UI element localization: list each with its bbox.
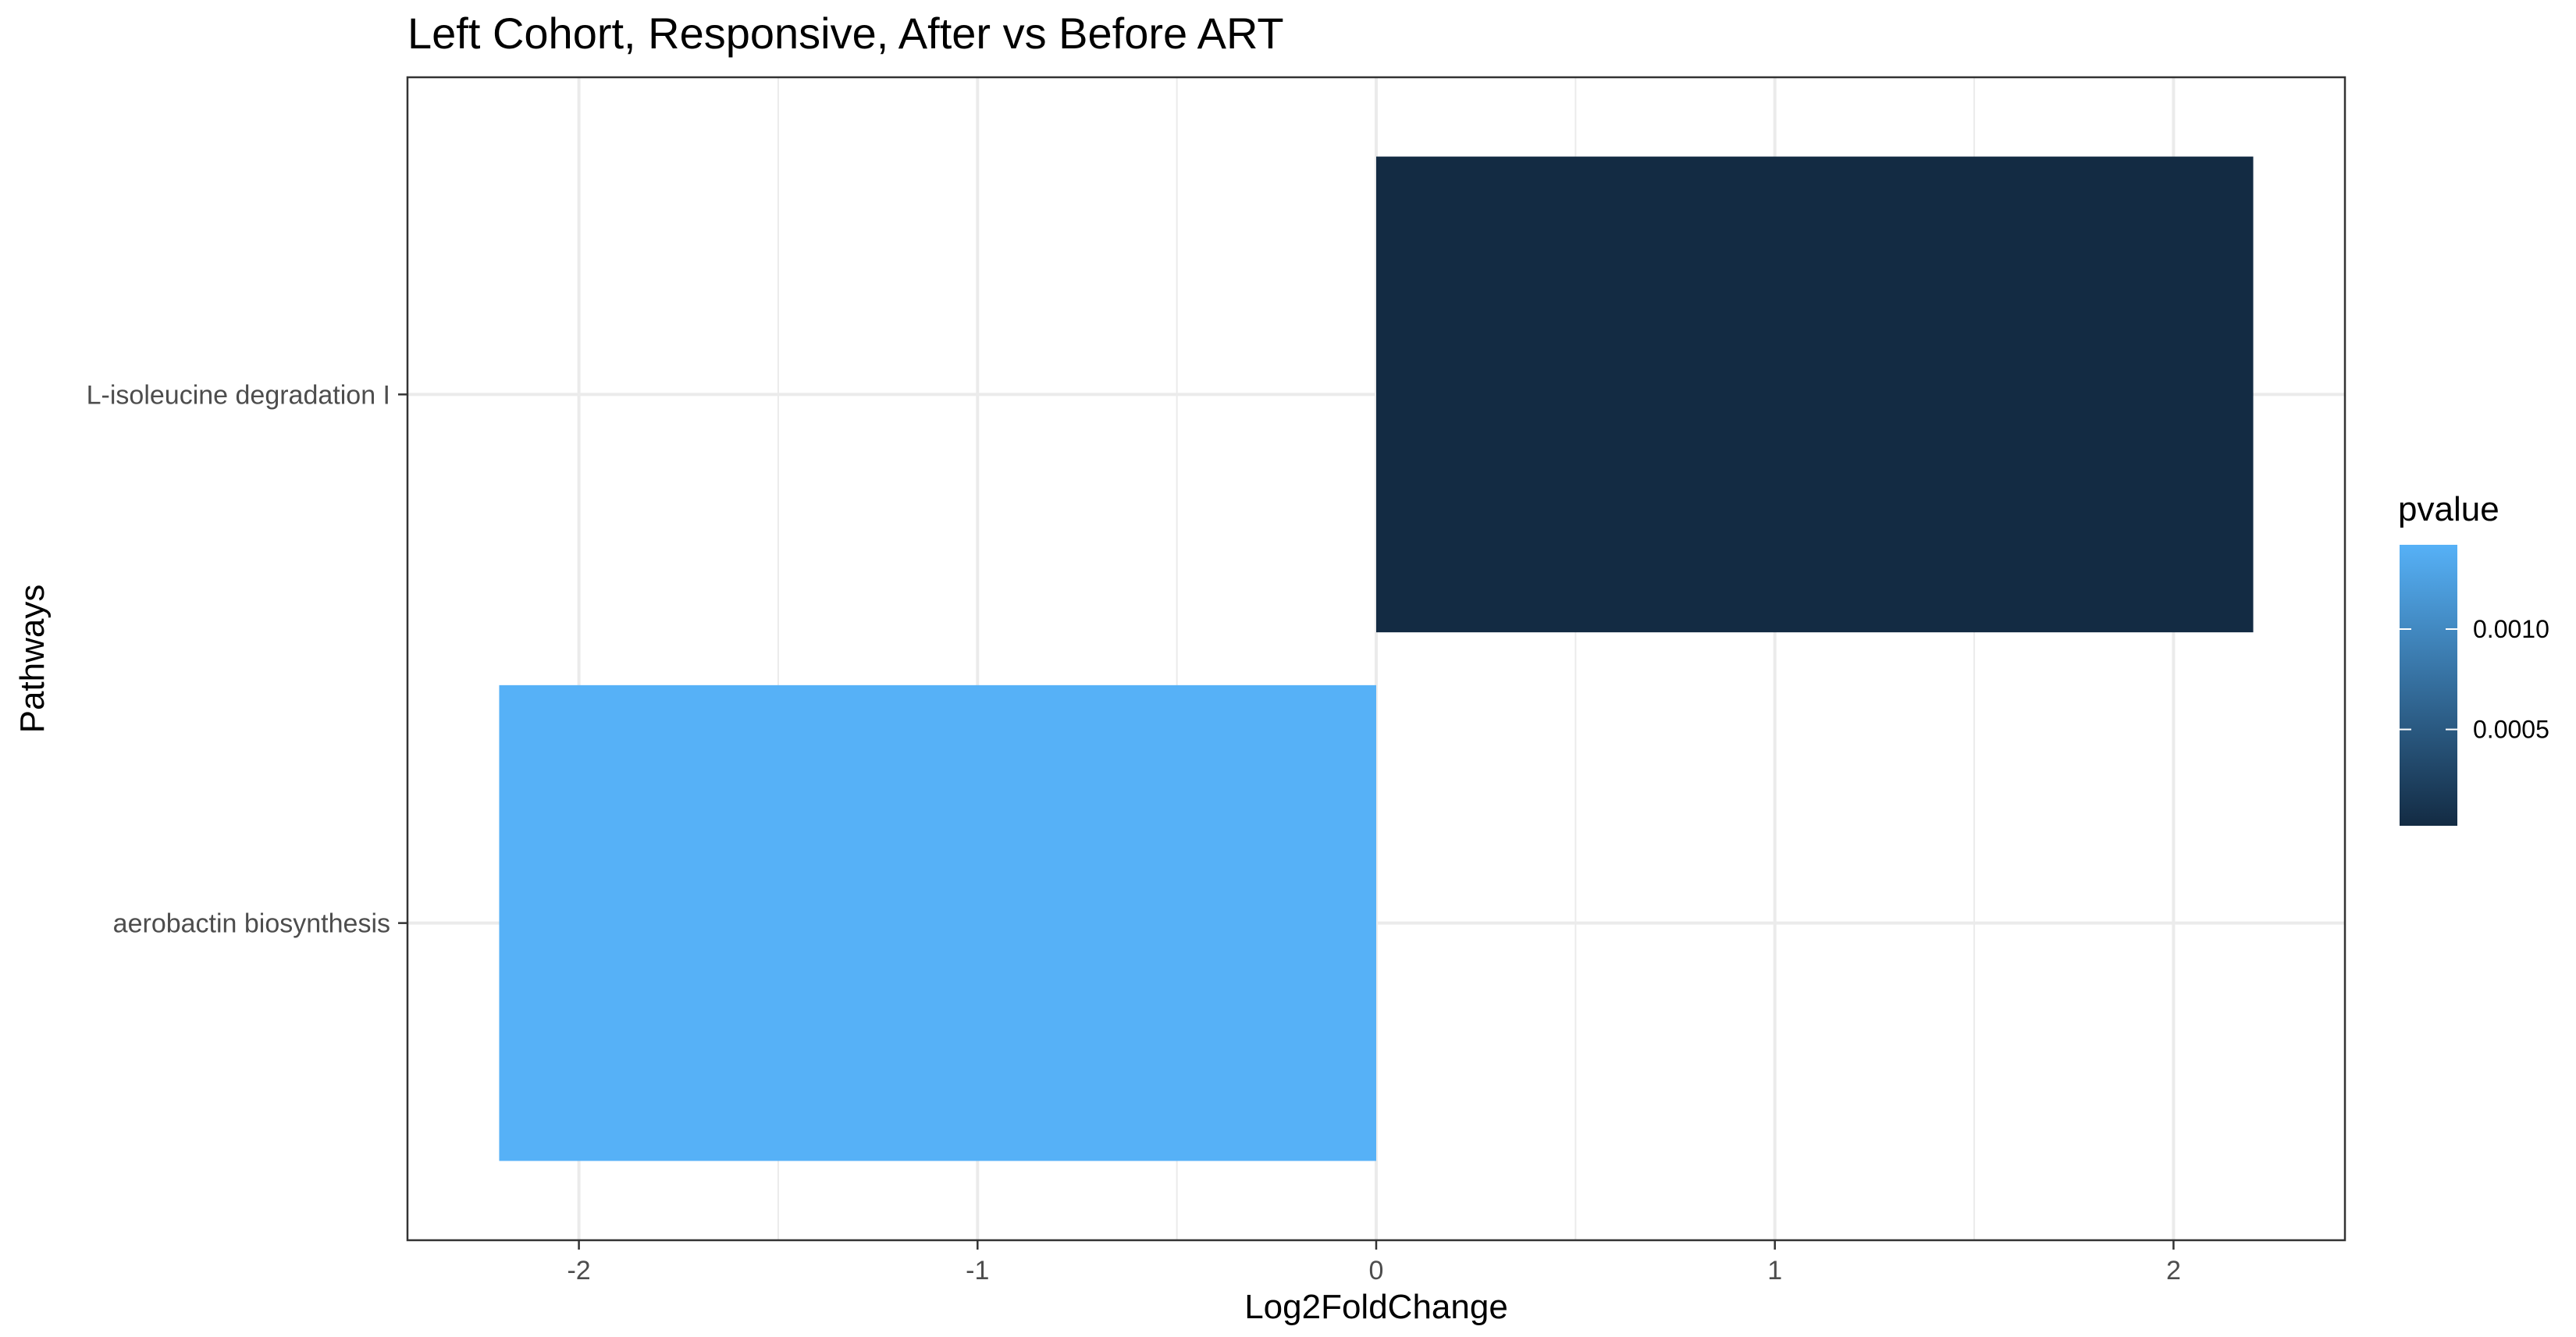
y-tick-label: L-isoleucine degradation I xyxy=(87,380,390,410)
x-tick-label: -2 xyxy=(567,1256,590,1285)
x-axis: -2 -1 0 1 2 xyxy=(567,1240,2181,1285)
bars xyxy=(499,156,2254,1161)
x-tick-label: 2 xyxy=(2166,1256,2181,1285)
x-axis-title: Log2FoldChange xyxy=(1244,1288,1508,1326)
legend-tick-label: 0.0010 xyxy=(2473,615,2549,643)
x-tick-label: 1 xyxy=(1767,1256,1782,1285)
legend-ticks: 0.0005 0.0010 xyxy=(2400,615,2549,744)
y-axis: aerobactin biosynthesis L-isoleucine degr… xyxy=(87,380,407,939)
legend-title: pvalue xyxy=(2398,490,2500,528)
x-tick-label: 0 xyxy=(1369,1256,1384,1285)
legend: pvalue 0.0005 0.0010 xyxy=(2398,490,2549,826)
y-tick-label: aerobactin biosynthesis xyxy=(113,909,390,939)
bar-aerobactin-biosynthesis xyxy=(499,685,1376,1161)
legend-tick-label: 0.0005 xyxy=(2473,716,2549,744)
y-axis-title: Pathways xyxy=(13,585,52,734)
chart-title: Left Cohort, Responsive, After vs Before… xyxy=(407,9,1284,58)
x-tick-label: -1 xyxy=(966,1256,989,1285)
bar-l-isoleucine-degradation-i xyxy=(1376,156,2254,633)
legend-colorbar xyxy=(2400,545,2457,826)
